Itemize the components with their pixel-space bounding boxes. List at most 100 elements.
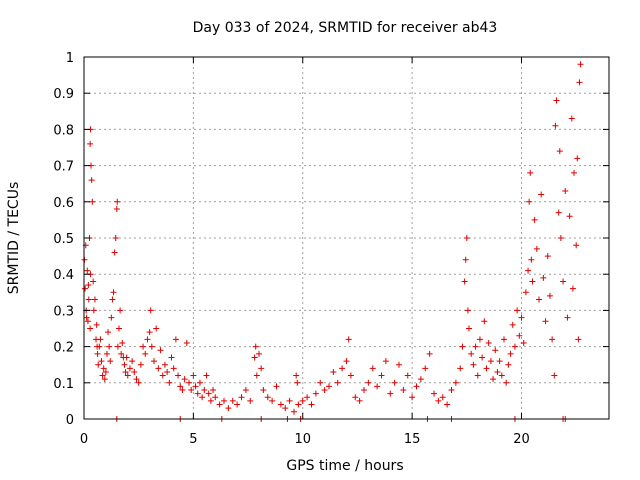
y-tick-label: 0.8 bbox=[53, 123, 74, 138]
data-point bbox=[98, 358, 105, 365]
data-point bbox=[483, 365, 490, 372]
axis-ticks bbox=[83, 56, 609, 420]
data-point bbox=[404, 372, 411, 379]
data-point bbox=[577, 61, 584, 68]
data-point bbox=[126, 365, 133, 372]
data-point bbox=[82, 285, 89, 292]
data-point bbox=[114, 198, 121, 205]
data-point bbox=[462, 256, 469, 263]
data-point bbox=[496, 358, 503, 365]
data-point bbox=[221, 397, 227, 404]
data-point bbox=[234, 401, 241, 408]
data-point bbox=[135, 379, 142, 386]
x-tick-label: 10 bbox=[294, 432, 311, 447]
x-tick-label: 0 bbox=[80, 432, 88, 447]
data-point bbox=[168, 354, 175, 361]
x-tick-label: 20 bbox=[513, 432, 530, 447]
data-point bbox=[83, 314, 90, 321]
data-point bbox=[544, 253, 551, 260]
data-point bbox=[374, 383, 381, 390]
data-point bbox=[277, 401, 284, 408]
data-point bbox=[347, 372, 354, 379]
data-point bbox=[334, 379, 341, 386]
data-point bbox=[503, 379, 510, 386]
data-point bbox=[481, 318, 488, 325]
data-point bbox=[90, 307, 97, 314]
data-point bbox=[252, 343, 259, 350]
data-point bbox=[476, 336, 483, 343]
data-point bbox=[112, 235, 119, 241]
data-point bbox=[102, 368, 109, 375]
data-point bbox=[576, 79, 583, 86]
data-point bbox=[87, 140, 94, 147]
data-point bbox=[538, 191, 545, 198]
data-point bbox=[472, 343, 479, 350]
data-point bbox=[201, 387, 208, 394]
data-point bbox=[575, 336, 582, 343]
data-point bbox=[216, 401, 223, 408]
data-point bbox=[212, 394, 219, 401]
data-point bbox=[498, 372, 505, 379]
data-point bbox=[96, 343, 103, 350]
y-axis-label: SRMTID / TECUs bbox=[6, 182, 22, 295]
data-point bbox=[89, 198, 96, 205]
data-point bbox=[161, 361, 168, 368]
data-point bbox=[251, 354, 258, 361]
data-point bbox=[159, 372, 166, 379]
data-point bbox=[518, 314, 525, 321]
data-point bbox=[378, 372, 385, 379]
data-point bbox=[494, 368, 501, 375]
data-point bbox=[146, 329, 153, 336]
data-point bbox=[273, 383, 280, 390]
data-point bbox=[84, 267, 91, 274]
data-point bbox=[413, 383, 420, 390]
data-point bbox=[470, 361, 477, 368]
data-point bbox=[181, 376, 188, 383]
data-point bbox=[175, 372, 182, 379]
data-point bbox=[566, 213, 573, 220]
data-point bbox=[157, 347, 164, 354]
data-point bbox=[108, 314, 115, 321]
data-point bbox=[124, 372, 131, 379]
data-point bbox=[99, 372, 106, 379]
data-point bbox=[190, 372, 197, 379]
data-point bbox=[110, 289, 117, 296]
y-tick-label: 0.1 bbox=[53, 377, 74, 392]
data-point bbox=[365, 379, 372, 386]
data-point bbox=[321, 387, 328, 394]
data-point bbox=[286, 397, 293, 404]
data-point bbox=[571, 169, 577, 176]
data-point bbox=[122, 368, 129, 375]
data-point bbox=[192, 383, 199, 390]
data-point bbox=[84, 318, 91, 325]
data-point bbox=[464, 307, 471, 314]
x-tick-label: 15 bbox=[404, 432, 421, 447]
data-point bbox=[527, 169, 534, 176]
data-point bbox=[485, 339, 492, 346]
y-tick-label: 0.2 bbox=[53, 341, 74, 356]
data-point bbox=[540, 274, 547, 281]
data-point bbox=[352, 394, 359, 401]
data-point bbox=[520, 339, 527, 346]
data-point bbox=[116, 325, 122, 332]
data-point bbox=[557, 235, 564, 241]
data-point bbox=[90, 278, 97, 285]
data-point bbox=[258, 365, 265, 372]
data-point bbox=[479, 354, 486, 361]
data-point bbox=[560, 278, 567, 285]
data-point bbox=[151, 358, 157, 365]
data-point bbox=[317, 379, 324, 386]
data-point bbox=[391, 379, 398, 386]
data-point bbox=[343, 358, 350, 365]
data-point bbox=[264, 394, 271, 401]
data-point bbox=[542, 318, 549, 325]
data-point bbox=[121, 361, 128, 368]
data-point bbox=[356, 397, 363, 404]
data-point bbox=[304, 394, 311, 401]
data-point bbox=[569, 285, 576, 292]
data-point bbox=[400, 387, 407, 394]
data-point bbox=[522, 289, 529, 296]
y-tick-label: 0.6 bbox=[53, 196, 74, 211]
data-point bbox=[382, 358, 389, 365]
